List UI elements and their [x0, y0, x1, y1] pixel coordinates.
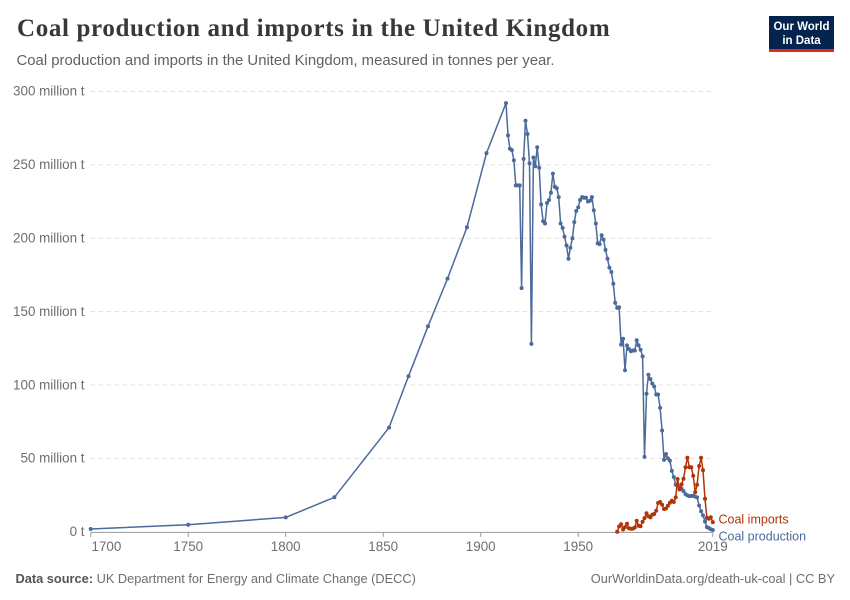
svg-text:Coal production: Coal production — [719, 530, 807, 544]
svg-text:0 t: 0 t — [70, 524, 85, 539]
svg-text:Coal imports: Coal imports — [719, 513, 789, 527]
svg-text:1950: 1950 — [563, 539, 593, 554]
svg-text:1800: 1800 — [271, 539, 301, 554]
svg-text:300 million t: 300 million t — [13, 84, 85, 99]
svg-text:1750: 1750 — [173, 539, 203, 554]
svg-text:50 million t: 50 million t — [20, 451, 84, 466]
svg-text:2019: 2019 — [698, 539, 728, 554]
svg-text:250 million t: 250 million t — [13, 157, 85, 172]
svg-text:1700: 1700 — [92, 539, 122, 554]
svg-text:1850: 1850 — [368, 539, 398, 554]
svg-text:150 million t: 150 million t — [13, 304, 85, 319]
svg-text:200 million t: 200 million t — [13, 231, 85, 246]
svg-text:1900: 1900 — [466, 539, 496, 554]
svg-text:100 million t: 100 million t — [13, 377, 85, 392]
